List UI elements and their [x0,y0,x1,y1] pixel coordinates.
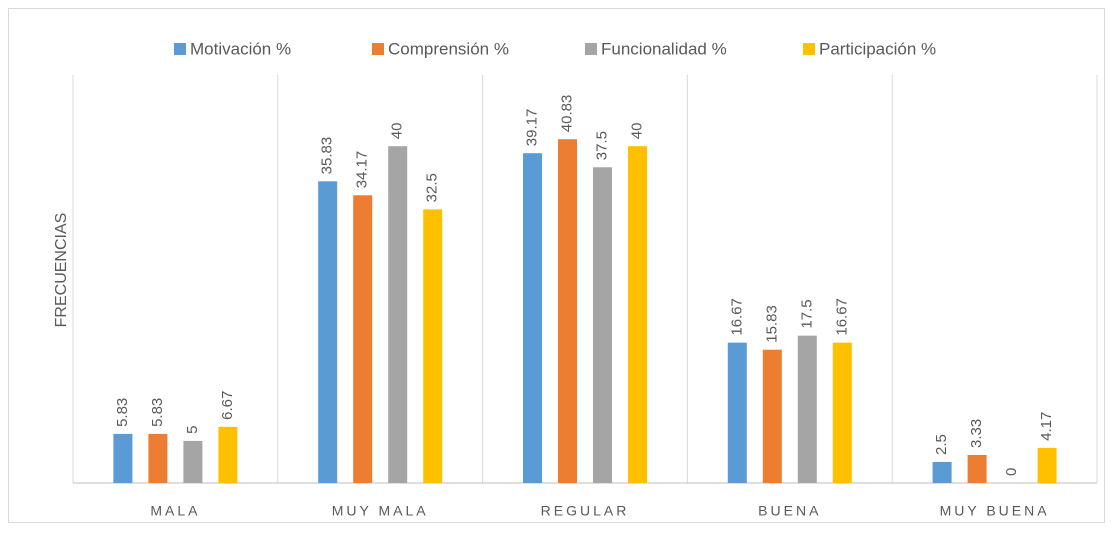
value-label: 0 [1003,468,1020,476]
value-label: 5.83 [149,398,166,427]
value-label: 35.83 [319,137,336,175]
value-label: 5.83 [114,398,131,427]
bar [832,342,852,483]
x-tick-label: MUY MALA [332,503,429,519]
bar [318,181,338,483]
bar [523,153,542,483]
x-tick-label: REGULAR [541,503,630,519]
value-label: 5 [184,426,201,434]
bar [148,433,168,483]
value-label: 37.5 [593,131,610,160]
legend-label: Comprensión % [388,39,509,58]
y-axis-label: FRECUENCIAS [53,213,70,328]
value-label: 40 [389,123,406,140]
value-label: 40 [628,123,645,140]
bar [762,349,782,483]
value-label: 39.17 [523,109,540,147]
legend-swatch [585,43,597,55]
value-label: 4.17 [1038,412,1055,441]
legend-label: Funcionalidad % [601,39,727,58]
legend-swatch [803,43,815,55]
bar [388,146,408,483]
value-label: 15.83 [763,305,780,343]
x-tick-label: BUENA [758,503,821,519]
bar [558,139,577,483]
chart-frame [8,8,1105,523]
bar [593,167,612,483]
bar [353,195,373,483]
bar [1037,447,1057,483]
value-label: 16.67 [728,298,745,336]
x-tick-label: MUY BUENA [940,503,1050,519]
value-label: 16.67 [833,298,850,336]
bar [727,342,747,483]
bar [967,454,987,483]
value-label: 6.67 [219,391,236,420]
bar [183,440,203,483]
value-label: 32.5 [424,173,441,202]
legend-label: Motivación % [190,39,291,58]
value-label: 34.17 [354,151,371,189]
legend-swatch [174,43,186,55]
bar [423,209,443,483]
value-label: 2.5 [933,434,950,455]
value-label: 17.5 [798,299,815,328]
value-label: 3.33 [968,419,985,448]
bar [932,461,952,483]
bar [797,335,817,483]
legend-swatch [372,43,384,55]
value-label: 40.83 [558,95,575,133]
x-tick-label: MALA [150,503,200,519]
legend-label: Participación % [819,39,936,58]
bar [628,146,647,483]
bar [218,426,238,483]
bar [113,433,133,483]
